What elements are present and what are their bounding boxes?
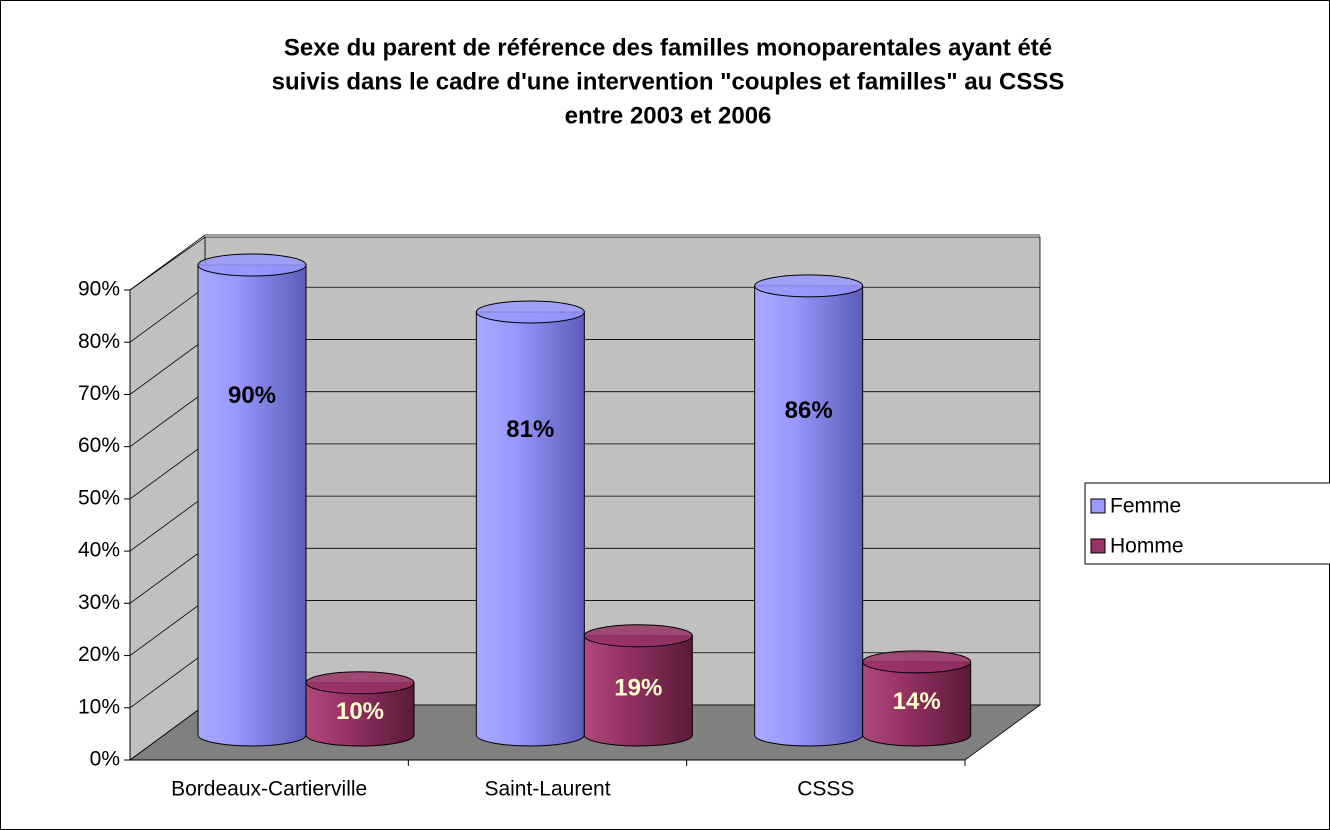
y-tick-label: 70% bbox=[78, 382, 120, 405]
cylinder bbox=[197, 253, 307, 747]
value-label: 10% bbox=[336, 698, 384, 725]
cylinder bbox=[754, 274, 864, 747]
legend-swatch bbox=[1090, 538, 1106, 554]
chart-title: entre 2003 et 2006 bbox=[565, 102, 772, 129]
cylinder-body bbox=[475, 311, 585, 747]
cylinder-top bbox=[197, 253, 307, 277]
y-tick-label: 30% bbox=[78, 591, 120, 614]
value-label: 14% bbox=[893, 688, 941, 715]
value-label: 90% bbox=[228, 382, 276, 409]
cylinder-top bbox=[475, 300, 585, 324]
y-tick-label: 0% bbox=[90, 748, 120, 771]
y-tick-label: 90% bbox=[78, 278, 120, 301]
chart-title: Sexe du parent de référence des familles… bbox=[284, 34, 1052, 61]
cylinder-body bbox=[197, 264, 307, 747]
value-label: 19% bbox=[614, 675, 662, 702]
y-tick-label: 50% bbox=[78, 486, 120, 509]
cylinder bbox=[862, 650, 972, 747]
y-tick-label: 80% bbox=[78, 330, 120, 353]
cylinder-body bbox=[583, 635, 693, 747]
chart-title: suivis dans le cadre d'une intervention … bbox=[272, 68, 1065, 95]
cylinder-body bbox=[862, 661, 972, 747]
cylinder bbox=[305, 671, 415, 747]
y-tick-label: 40% bbox=[78, 539, 120, 562]
cylinder-top bbox=[583, 624, 693, 648]
side-wall bbox=[129, 236, 206, 761]
cylinder-body bbox=[754, 285, 864, 747]
grid-line bbox=[129, 234, 1040, 291]
legend-swatch bbox=[1090, 498, 1106, 514]
legend bbox=[1084, 482, 1330, 565]
y-tick-label: 20% bbox=[78, 643, 120, 666]
y-tick-label: 60% bbox=[78, 434, 120, 457]
legend-label: Femme bbox=[1110, 495, 1181, 518]
value-label: 86% bbox=[785, 397, 833, 424]
cylinder-top bbox=[862, 650, 972, 674]
cylinder bbox=[583, 624, 693, 747]
x-tick-label: Saint-Laurent bbox=[484, 778, 610, 801]
legend-label: Homme bbox=[1110, 535, 1184, 558]
cylinder-body bbox=[305, 682, 415, 747]
cylinder bbox=[475, 300, 585, 747]
x-tick-label: Bordeaux-Cartierville bbox=[171, 778, 367, 801]
cylinder-top bbox=[305, 671, 415, 695]
value-label: 81% bbox=[506, 416, 554, 443]
x-tick-label: CSSS bbox=[797, 778, 854, 801]
y-tick-label: 10% bbox=[78, 695, 120, 718]
cylinder-top bbox=[754, 274, 864, 298]
